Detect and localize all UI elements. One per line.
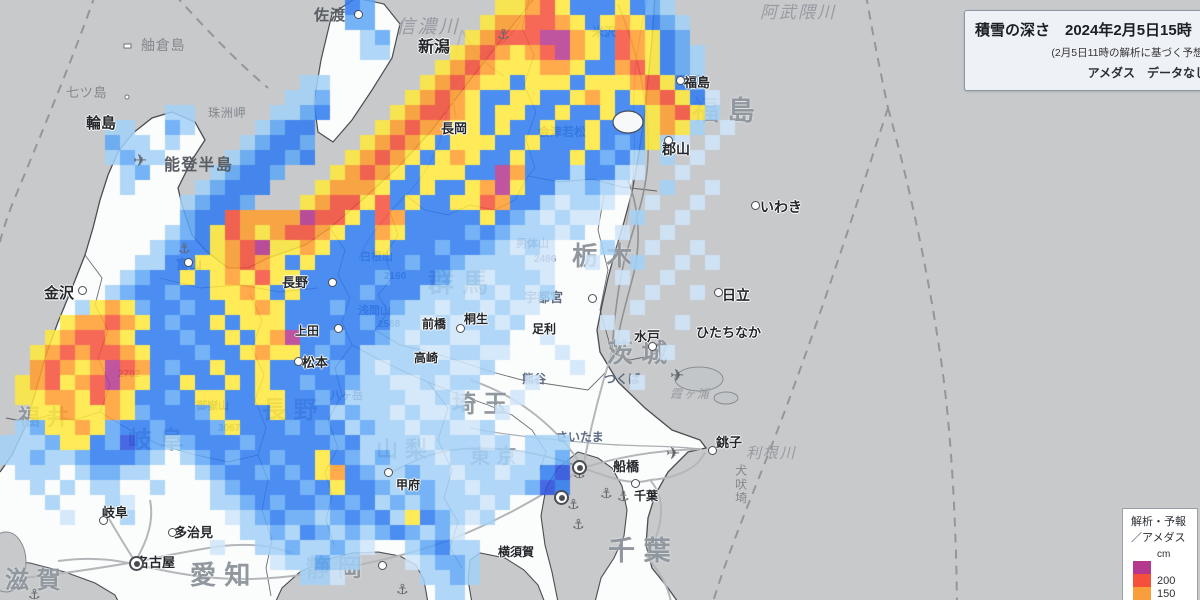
map-label: 長岡 xyxy=(441,121,468,136)
legend-swatch-row xyxy=(1133,561,1151,574)
map-label: いわき xyxy=(760,199,802,215)
city-marker xyxy=(328,278,337,287)
map-label: 郡山 xyxy=(662,141,690,157)
map-label: 霞ヶ浦 xyxy=(670,387,711,401)
map-label: 千葉 xyxy=(634,489,659,503)
city-marker xyxy=(168,528,177,537)
map-label: 船橋 xyxy=(613,459,640,474)
anchor-icon: ⚓ xyxy=(600,485,613,501)
map-label: 信濃川 xyxy=(396,17,460,38)
city-marker xyxy=(676,76,685,85)
map-label: 甲府 xyxy=(396,478,421,492)
city-marker xyxy=(184,258,193,267)
airport-icon: ✈ xyxy=(670,366,685,385)
map-label: 舳倉島 xyxy=(141,37,186,53)
map-label: 多治見 xyxy=(174,525,214,540)
legend-header-line2: ／アメダス xyxy=(1131,531,1186,544)
city-marker xyxy=(78,286,87,295)
map-label: 上田 xyxy=(295,324,320,338)
capital-city-marker xyxy=(554,490,569,505)
map-subtitle: (2月5日11時の解析に基づく予想) xyxy=(1051,47,1200,59)
anchor-icon: ⚓ xyxy=(617,488,630,504)
capital-city-marker xyxy=(129,556,144,571)
anchor-icon: ⚓ xyxy=(178,240,191,256)
map-label: 七ツ島 xyxy=(66,85,108,100)
capital-city-marker xyxy=(572,460,587,475)
legend-swatch-row: 150 xyxy=(1133,587,1175,600)
map-label: ひたちなか xyxy=(696,325,762,340)
map-label: 長野 xyxy=(282,275,309,290)
city-marker xyxy=(294,357,303,366)
anchor-icon: ⚓ xyxy=(396,581,409,597)
amedas-status: アメダス データなし xyxy=(1087,66,1200,80)
map-label: 高崎 xyxy=(414,351,439,365)
city-marker xyxy=(354,10,363,19)
map-label: 岐阜 xyxy=(102,505,129,520)
city-marker xyxy=(708,446,717,455)
city-marker xyxy=(334,324,343,333)
map-label: 名古屋 xyxy=(136,555,176,570)
legend-value: 200 xyxy=(1157,575,1176,587)
anchor-icon: ⚓ xyxy=(28,586,41,600)
legend-color-scale: 200 150 xyxy=(1133,561,1175,600)
map-label: 能登半島 xyxy=(164,157,234,174)
map-label: 横須賀 xyxy=(498,545,535,559)
legend-header-line1: 解析・予報 xyxy=(1131,516,1186,528)
map-label: 阿武隈川 xyxy=(760,3,837,22)
airport-icon: ✈ xyxy=(666,444,681,463)
city-marker xyxy=(714,288,723,297)
map-label: 桐生 xyxy=(464,312,489,326)
city-marker xyxy=(588,294,597,303)
legend-value: 150 xyxy=(1157,588,1176,600)
map-title: 積雪の深さ 2024年2月5日15時 xyxy=(975,22,1192,39)
city-marker xyxy=(384,468,393,477)
map-label: 日立 xyxy=(722,287,750,303)
legend-unit: cm xyxy=(1157,549,1171,560)
anchor-icon: ⚓ xyxy=(497,26,510,42)
map-label: 足利 xyxy=(532,322,557,336)
city-marker xyxy=(378,561,387,570)
map-label: 犬吠埼 xyxy=(733,464,748,506)
map-label: 新潟 xyxy=(418,39,451,56)
city-marker xyxy=(664,136,673,145)
map-label: 金沢 xyxy=(44,285,75,302)
city-marker xyxy=(456,324,465,333)
legend-box: 解析・予報 ／アメダス cm 200 150 xyxy=(1122,508,1198,600)
map-label: 松本 xyxy=(302,355,329,370)
map-label: 前橋 xyxy=(422,317,447,331)
city-marker xyxy=(631,479,640,488)
city-marker xyxy=(648,342,657,351)
map-title-box: 積雪の深さ 2024年2月5日15時 (2月5日11時の解析に基づく予想) アメ… xyxy=(964,10,1200,91)
airport-icon: ✈ xyxy=(133,151,148,170)
map-label: 水戸 xyxy=(634,329,661,344)
map-label: 銚子 xyxy=(716,435,743,450)
map-label: 輪島 xyxy=(86,115,117,132)
anchor-icon: ⚓ xyxy=(572,516,585,532)
city-marker xyxy=(99,516,108,525)
map-label: 珠洲岬 xyxy=(208,106,247,120)
city-marker xyxy=(751,201,760,210)
anchor-icon: ⚓ xyxy=(567,496,580,512)
map-label: 福島 xyxy=(684,75,711,90)
legend-swatch-row: 200 xyxy=(1133,574,1175,587)
map-label: 佐渡 xyxy=(314,7,347,24)
map-label: 利根川 xyxy=(746,445,797,462)
